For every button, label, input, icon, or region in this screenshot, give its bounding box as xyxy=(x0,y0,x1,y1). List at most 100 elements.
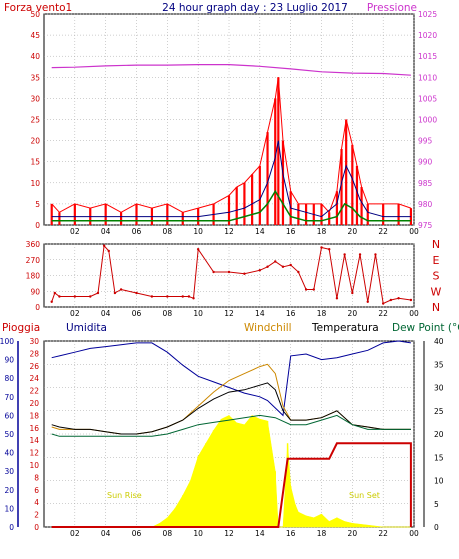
x-tick-label: 12 xyxy=(224,529,234,538)
x-tick-label: 06 xyxy=(132,227,142,236)
x-tick-label: 20 xyxy=(348,227,358,236)
rain-line xyxy=(51,442,412,528)
x-tick-label: 06 xyxy=(132,529,142,538)
wind-direction-point xyxy=(212,270,215,274)
wind-direction-point xyxy=(374,253,377,256)
temperature-tick-label: 20 xyxy=(434,430,444,439)
x-tick-label: 04 xyxy=(101,227,111,236)
y-right-tick-label: 1015 xyxy=(418,52,437,61)
wind-direction-point xyxy=(243,272,246,275)
temperatura-label: Temperatura xyxy=(311,322,379,334)
rain-tick-label: 18 xyxy=(29,411,39,420)
rain-tick-label: 12 xyxy=(29,449,39,458)
wind-direction-point xyxy=(119,288,123,291)
rain-tick-label: 14 xyxy=(29,436,39,445)
wind-direction-point xyxy=(166,295,169,298)
rain-tick-label: 0 xyxy=(34,523,39,532)
y-left-tick-label: 45 xyxy=(30,31,40,40)
wind-direction-point xyxy=(335,297,339,300)
y-right-tick-label: 1005 xyxy=(418,94,437,103)
x-tick-label: 04 xyxy=(101,309,111,318)
humidity-tick-label: 70 xyxy=(4,393,14,402)
temperature-tick-label: 10 xyxy=(434,477,444,486)
x-tick-label: 20 xyxy=(348,529,358,538)
wind-pressure-panel: 0510152025303540455097598098599099510001… xyxy=(30,10,437,236)
rain-tick-label: 4 xyxy=(34,498,39,507)
bottom-panel-labels: Pioggia Umidita Windchill Temperatura De… xyxy=(2,322,459,500)
x-tick-label: 14 xyxy=(255,227,265,236)
wind-direction-point xyxy=(96,291,100,295)
wind-direction-line xyxy=(51,244,411,305)
y-right-tick-label: 1010 xyxy=(418,73,437,82)
climate-panel: 0102030405060708090100024681012141618202… xyxy=(0,337,444,538)
temperature-tick-label: 35 xyxy=(434,360,444,369)
rain-tick-label: 10 xyxy=(29,461,39,470)
wind-direction-point xyxy=(258,269,262,272)
y-right-tick-label: 1000 xyxy=(418,116,437,125)
wind-direction-point xyxy=(266,265,269,268)
humidity-tick-label: 10 xyxy=(4,504,14,513)
wind-direction-point xyxy=(58,295,61,298)
y-left-tick-label: 0 xyxy=(35,303,40,312)
wind-direction-point xyxy=(397,297,400,300)
header-left-label: Forza vento1 xyxy=(4,2,72,14)
humidity-tick-label: 50 xyxy=(4,430,14,439)
average-wind-line xyxy=(51,140,411,218)
wind-direction-point xyxy=(187,295,191,298)
wind-direction-point xyxy=(135,291,138,295)
x-tick-label: 10 xyxy=(193,227,203,236)
x-tick-label: 00 xyxy=(409,529,419,538)
x-tick-label: 10 xyxy=(193,529,203,538)
rain-tick-label: 22 xyxy=(29,387,39,396)
wind-direction-point xyxy=(381,302,385,305)
wind-direction-point xyxy=(320,246,323,249)
rain-tick-label: 26 xyxy=(29,362,39,371)
wind-direction-point xyxy=(366,300,369,303)
rain-tick-label: 16 xyxy=(29,424,39,433)
x-tick-label: 16 xyxy=(286,309,296,318)
y-right-tick-label: 1020 xyxy=(418,31,437,40)
y-right-tick-label: 980 xyxy=(418,200,433,209)
wind-direction-point xyxy=(50,300,53,303)
y-right-tick-label: 990 xyxy=(418,158,433,167)
low-wind-line xyxy=(51,189,411,222)
temperature-tick-label: 25 xyxy=(434,407,444,416)
x-tick-label: 00 xyxy=(409,309,419,318)
humidity-tick-label: 60 xyxy=(4,411,14,420)
x-tick-label: 18 xyxy=(317,309,327,318)
y-left-tick-label: 10 xyxy=(30,179,40,188)
rain-tick-label: 30 xyxy=(29,337,39,346)
x-tick-label: 02 xyxy=(70,227,80,236)
wind-direction-point xyxy=(289,263,292,267)
wind-direction-point xyxy=(297,270,300,274)
y-right-tick-label: 1025 xyxy=(418,10,437,19)
wind-direction-point xyxy=(358,253,362,256)
y-left-tick-label: 25 xyxy=(30,116,40,125)
x-tick-label: 22 xyxy=(378,309,388,318)
header-right-label: Pressione xyxy=(367,2,417,14)
humidity-tick-label: 90 xyxy=(4,356,14,365)
rain-tick-label: 8 xyxy=(34,473,39,482)
x-tick-label: 18 xyxy=(317,227,327,236)
y-right-tick-label: 985 xyxy=(418,179,433,188)
wind-direction-point xyxy=(113,291,117,295)
wind-direction-point xyxy=(281,265,285,268)
x-tick-label: 06 xyxy=(132,309,142,318)
x-tick-label: 22 xyxy=(378,227,388,236)
compass-label: W xyxy=(431,285,442,298)
y-right-tick-label: 995 xyxy=(418,137,433,146)
humidity-tick-label: 100 xyxy=(0,337,14,346)
x-tick-label: 02 xyxy=(70,309,80,318)
humidity-tick-label: 30 xyxy=(4,467,14,476)
x-tick-label: 08 xyxy=(163,529,173,538)
temperature-line xyxy=(51,382,411,435)
dewpoint-line xyxy=(51,414,411,437)
y-left-tick-label: 20 xyxy=(30,137,40,146)
x-tick-label: 20 xyxy=(348,309,358,318)
sunrise-annotation: Sun Rise xyxy=(107,491,142,500)
dewpoint-label: Dew Point (°C xyxy=(392,322,459,334)
wind-direction-point xyxy=(73,295,77,298)
wind-direction-point xyxy=(274,260,277,263)
y-left-tick-label: 50 xyxy=(30,10,40,19)
